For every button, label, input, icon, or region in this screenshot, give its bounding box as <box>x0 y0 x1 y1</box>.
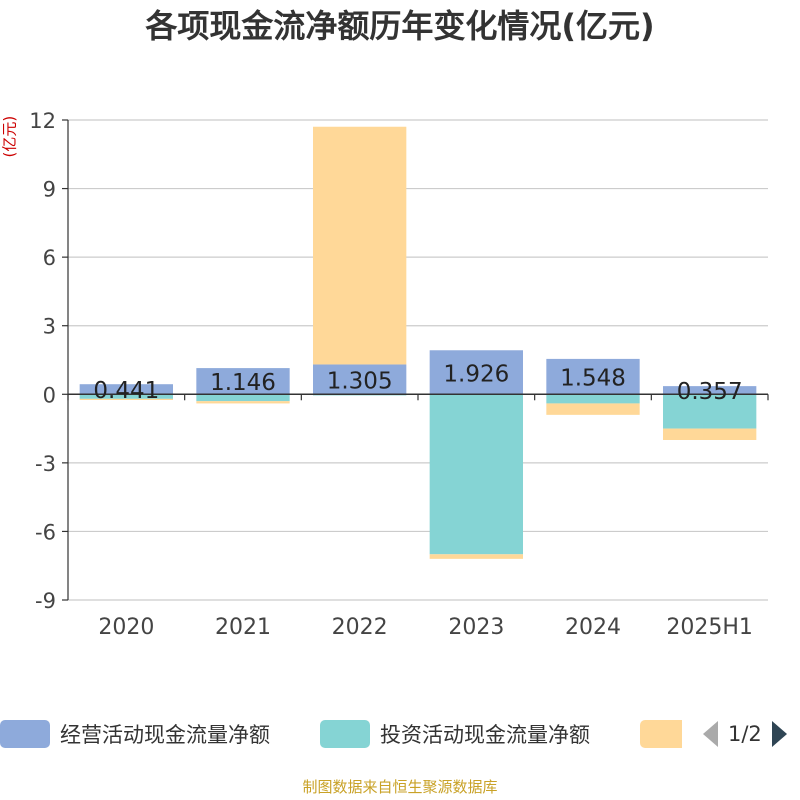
legend-pager: 1/2 <box>700 712 790 756</box>
bar-operating-2022 <box>313 364 407 395</box>
data-label-operating-2023: 1.926 <box>443 361 509 387</box>
y-tick-label: -3 <box>35 452 56 476</box>
legend-page-indicator: 1/2 <box>728 722 762 746</box>
y-tick-label: 3 <box>43 315 56 339</box>
next-page-icon[interactable] <box>768 719 790 749</box>
x-tick-label-2021: 2021 <box>215 615 271 640</box>
legend: 经营活动现金流量净额 投资活动现金流量净额 <box>0 712 800 756</box>
bar-financing-2021 <box>196 401 290 404</box>
legend-item-financing[interactable] <box>640 712 682 756</box>
legend-item-operating[interactable]: 经营活动现金流量净额 <box>0 712 270 756</box>
bar-operating-2020 <box>79 384 173 395</box>
chart-title: 各项现金流净额历年变化情况(亿元) <box>145 7 655 45</box>
bar-financing-2024 <box>546 403 640 415</box>
x-tick-label-2023: 2023 <box>448 615 504 640</box>
bar-operating-2024 <box>546 358 640 395</box>
legend-item-investing[interactable]: 投资活动现金流量净额 <box>320 712 590 756</box>
y-tick-label: -9 <box>35 589 56 613</box>
y-tick-label: 6 <box>43 246 56 270</box>
bar-investing-2023 <box>429 394 523 555</box>
bar-investing-2020 <box>79 394 173 399</box>
x-tick-label-2024: 2024 <box>565 615 621 640</box>
prev-page-icon[interactable] <box>700 719 722 749</box>
data-label-operating-2021: 1.146 <box>210 370 276 396</box>
legend-label-investing: 投资活动现金流量净额 <box>380 723 590 747</box>
bar-operating-2021 <box>196 368 290 395</box>
data-source-note: 制图数据来自恒生聚源数据库 <box>302 778 498 796</box>
legend-label-operating: 经营活动现金流量净额 <box>60 723 270 747</box>
y-tick-label: 0 <box>43 383 56 407</box>
x-tick-label-2025H1: 2025H1 <box>666 615 753 640</box>
bar-financing-2025H1 <box>663 428 757 440</box>
x-tick-label-2020: 2020 <box>98 615 154 640</box>
bar-investing-2024 <box>546 394 640 404</box>
bar-investing-2025H1 <box>663 394 757 429</box>
bar-financing-2020 <box>79 398 173 400</box>
y-tick-label: 12 <box>29 109 56 133</box>
bar-operating-2025H1 <box>663 386 757 395</box>
stacked-bar-chart: 12 9 6 3 0 -3 -6 -9 0.441 1.146 1.305 1.926 1.548 0.3… <box>29 109 769 640</box>
data-label-operating-2022: 1.305 <box>327 368 393 394</box>
bar-investing-2021 <box>196 394 290 402</box>
bar-financing-2023 <box>429 554 523 559</box>
bar-operating-2023 <box>429 350 523 395</box>
y-tick-label: 9 <box>43 178 56 202</box>
y-tick-label: -6 <box>35 520 56 544</box>
data-label-operating-2024: 1.548 <box>560 366 626 392</box>
bar-financing-2022 <box>313 126 407 365</box>
legend-swatch-financing <box>640 720 682 748</box>
data-label-operating-2025H1: 0.357 <box>677 379 743 405</box>
legend-swatch-investing <box>320 720 370 748</box>
legend-swatch-operating <box>0 720 50 748</box>
data-label-operating-2020: 0.441 <box>93 378 159 404</box>
x-tick-label-2022: 2022 <box>332 615 388 640</box>
